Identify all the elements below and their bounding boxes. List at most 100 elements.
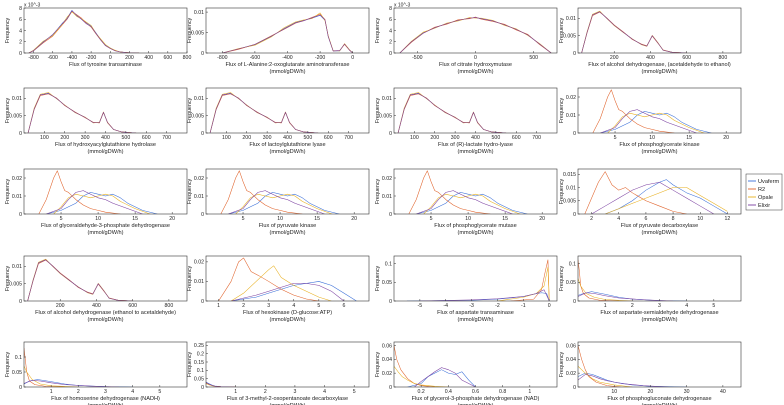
y-tick-label: 0 [573, 131, 576, 137]
series-line-r2 [27, 259, 133, 301]
series-line-elixir [231, 283, 345, 301]
series-line-opale [607, 112, 705, 133]
panel-6: 100 200 300 400 500 600 700 0 0.005 0.01Frequency… [187, 87, 370, 155]
series-line-opale [394, 366, 449, 387]
series-line-uvaferm [397, 92, 507, 133]
series-line-elixir [414, 367, 476, 387]
x-tick-label: -200 [315, 55, 325, 61]
y-tick-label: 0.05 [382, 280, 392, 286]
x-tick-label: 5 [712, 303, 715, 309]
y-tick-label: 0.05 [566, 280, 576, 286]
x-axis-label: Flux of aspartate-semialdehyde dehydroge… [600, 310, 718, 316]
y-axis-label: Frequency [187, 265, 193, 291]
x-tick-label: 500 [304, 135, 313, 141]
x-tick-label: 3 [658, 303, 661, 309]
x-axis-label: Flux of L-Alanine:2-oxoglutarate aminotr… [225, 62, 349, 68]
x-axis-units: (mmol/gDW/h) [87, 403, 123, 405]
panel-3: -500 0 500 0 2 4 6 8x 10^-3 Frequency Flux of cit… [375, 3, 558, 75]
x-tick-label: 10 [95, 216, 101, 222]
series-line-opale [497, 266, 550, 301]
y-tick-label: 4 [389, 28, 392, 34]
series-line-r2 [581, 11, 687, 53]
x-tick-label: 1 [217, 303, 220, 309]
x-tick-label: 1 [50, 389, 53, 395]
y-tick-label: 0 [573, 385, 576, 391]
curves [209, 92, 319, 133]
x-tick-label: -4 [443, 303, 448, 309]
series-line-opale [581, 10, 687, 53]
x-tick-label: 700 [162, 135, 171, 141]
series-line-r2 [578, 345, 622, 387]
series-line-uvaferm [578, 372, 687, 387]
series-line-r2 [578, 259, 619, 301]
y-tick-label: 8 [389, 6, 392, 12]
x-axis-units: (mmol/gDW/h) [457, 317, 493, 323]
y-axis-label: Frequency [559, 351, 565, 377]
panel-7: 100 200 300 400 500 600 700 0 0.005 0.01Frequency… [375, 87, 558, 155]
y-axis-label: Frequency [187, 351, 193, 377]
x-tick-label: 200 [430, 135, 439, 141]
legend-label-r2: R2 [758, 187, 765, 193]
axes-frame [23, 341, 188, 388]
x-tick-label: 4 [323, 389, 326, 395]
x-axis-label: Flux of glyceraldehyde-3-phosphate dehyd… [41, 223, 170, 229]
axes-frame [577, 341, 742, 388]
x-tick-label: -600 [48, 55, 58, 61]
x-tick-label: 800 [165, 303, 174, 309]
axes-frame [577, 87, 742, 134]
y-tick-label: 0.01 [194, 96, 204, 102]
axis-exponent: x 10^-3 [24, 3, 40, 9]
axes-frame [23, 168, 188, 215]
x-tick-label: 0 [474, 55, 477, 61]
axes-frame [393, 341, 558, 388]
y-axis-label: Frequency [5, 17, 11, 43]
axes-frame [23, 87, 188, 134]
x-tick-label: 200 [56, 303, 65, 309]
panel-5: 100 200 300 400 500 600 700 0 0.005 0.01Frequency… [5, 87, 188, 155]
y-tick-label: 0.1 [15, 355, 22, 361]
legend-label-opale: Opale [758, 195, 773, 201]
curves [394, 345, 476, 387]
y-tick-label: 0.005 [191, 30, 204, 36]
curves [581, 10, 687, 53]
axes-frame [393, 255, 558, 302]
x-tick-label: 2 [631, 303, 634, 309]
panel-1: -800 -600 -400 -200 0 200 400 600 800 0 2 4 6 8x 10^-… [5, 3, 191, 69]
y-tick-label: 0.005 [9, 113, 22, 119]
legend-label-uvaferm: Uvaferm [758, 179, 779, 185]
curves [592, 89, 712, 133]
axes-frame [205, 341, 370, 388]
series-line-opale [222, 12, 353, 53]
y-tick-label: 0 [201, 385, 204, 391]
curves [399, 16, 552, 53]
x-tick-label: 40 [720, 389, 726, 395]
curves [206, 381, 236, 387]
y-axis-label: Frequency [5, 178, 11, 204]
x-axis-label: Flux of alcohol dehydrogenase (ethanol t… [35, 310, 176, 316]
x-tick-label: 20 [723, 135, 729, 141]
x-tick-label: 400 [144, 55, 153, 61]
y-axis-label: Frequency [559, 178, 565, 204]
series-line-opale [578, 278, 633, 301]
y-tick-label: 0 [19, 385, 22, 391]
x-axis-label: Flux of citrate hydroxymutase [439, 62, 512, 68]
panel-17: 1 2 3 4 5 0 0.05 0.1 Frequency Flux of homoserine… [5, 341, 188, 405]
y-tick-label: 0.1 [385, 261, 392, 267]
y-axis-label: Frequency [187, 178, 193, 204]
x-tick-label: 10 [697, 216, 703, 222]
y-tick-label: 0.02 [12, 176, 22, 182]
curves [584, 171, 728, 214]
x-tick-label: 5 [158, 389, 161, 395]
x-axis-label: Flux of 3-methyl-2-oxopentanoate decarbo… [227, 396, 348, 402]
x-tick-label: 2 [590, 216, 593, 222]
series-line-r2 [394, 345, 435, 387]
x-tick-label: 500 [492, 135, 501, 141]
curves [38, 170, 158, 214]
x-tick-label: 3 [104, 389, 107, 395]
x-tick-label: 5 [317, 303, 320, 309]
x-tick-label: 4 [292, 303, 295, 309]
